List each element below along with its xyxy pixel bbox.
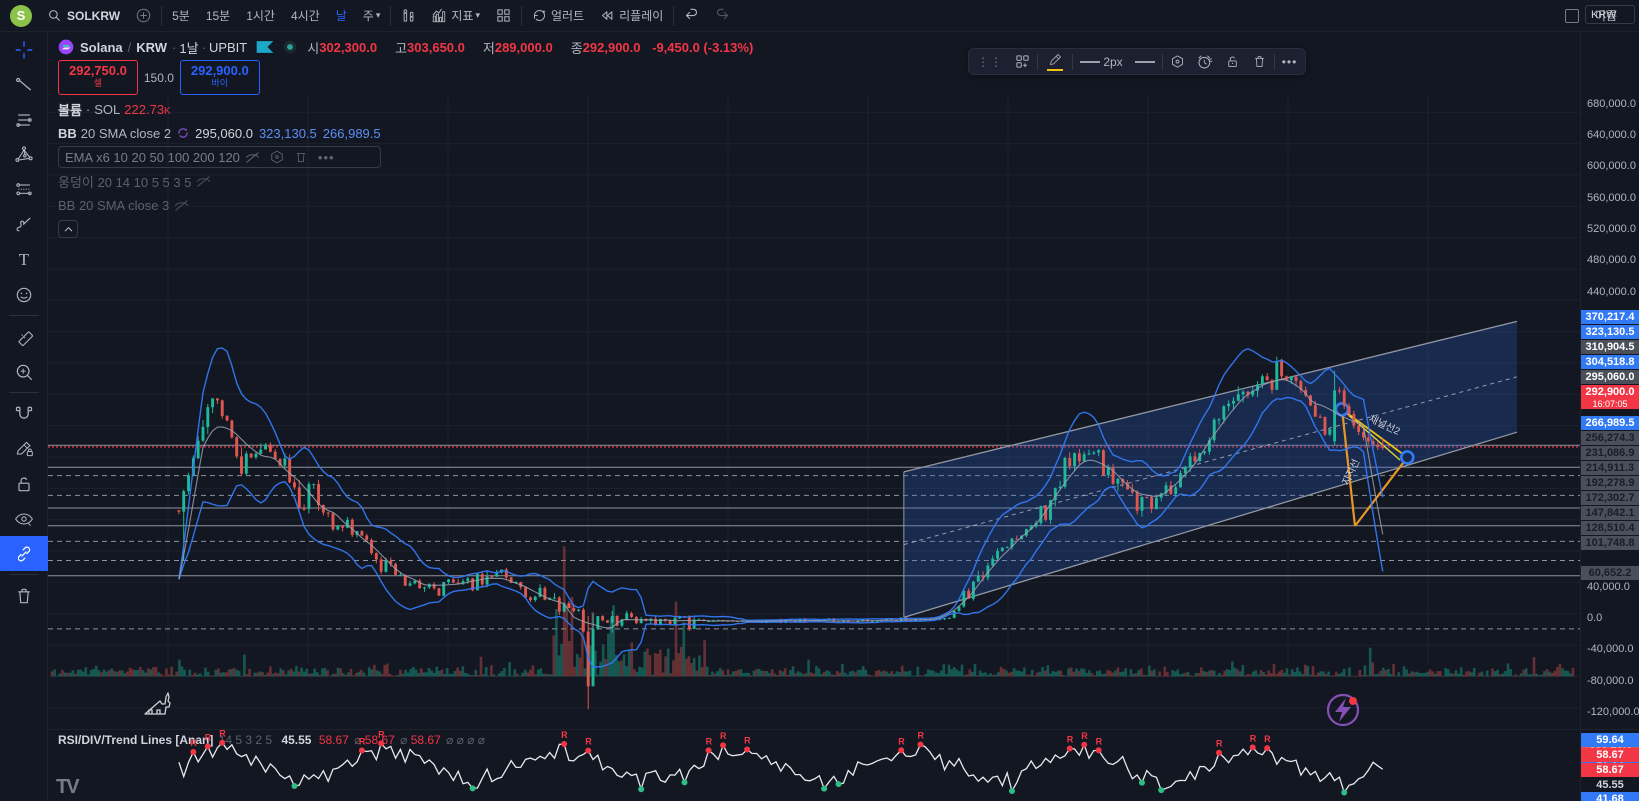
svg-text:R: R: [898, 736, 905, 746]
svg-text:R: R: [744, 736, 751, 746]
svg-text:R: R: [585, 737, 592, 747]
svg-text:R: R: [1081, 731, 1088, 741]
svg-text:R: R: [1067, 734, 1074, 744]
svg-text:R: R: [706, 736, 713, 746]
svg-text:R: R: [1264, 734, 1271, 744]
svg-text:R: R: [205, 732, 212, 742]
svg-text:R: R: [1096, 736, 1103, 746]
svg-text:R: R: [1250, 733, 1257, 743]
svg-text:R: R: [359, 737, 366, 747]
svg-text:R: R: [378, 730, 385, 739]
svg-text:R: R: [1216, 739, 1223, 749]
svg-text:R: R: [219, 730, 226, 739]
svg-text:R: R: [720, 731, 727, 741]
svg-text:R: R: [561, 730, 568, 740]
svg-text:R: R: [917, 730, 924, 740]
svg-text:R: R: [190, 738, 197, 748]
